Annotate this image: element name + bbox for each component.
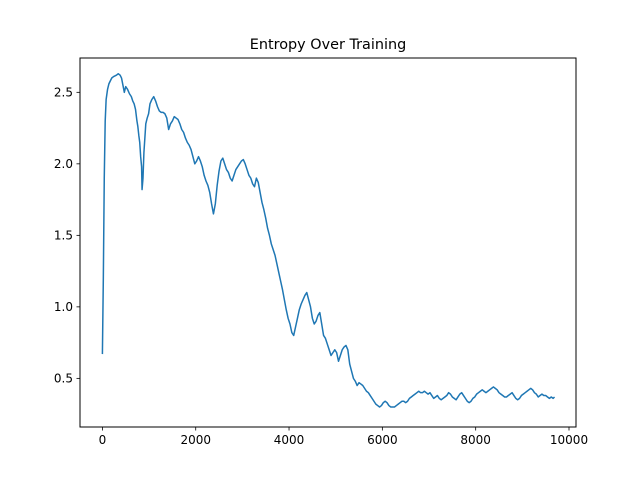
x-tick-label: 6000 <box>367 433 398 447</box>
entropy-series-line <box>101 72 556 408</box>
x-tick-label: 4000 <box>274 433 305 447</box>
chart-title: Entropy Over Training <box>250 37 406 53</box>
y-tick-label: 1.5 <box>54 228 73 242</box>
y-tick-label: 0.5 <box>54 371 73 385</box>
x-tick-label: 8000 <box>460 433 491 447</box>
x-tick-label: 10000 <box>550 433 588 447</box>
y-tick-label: 1.0 <box>54 300 73 314</box>
y-tick-label: 2.5 <box>54 85 73 99</box>
x-tick-label: 2000 <box>180 433 211 447</box>
y-axis: 0.5 1.0 1.5 2.0 2.5 <box>54 85 80 385</box>
y-tick-label: 2.0 <box>54 157 73 171</box>
x-tick-label: 0 <box>99 433 107 447</box>
plot-area <box>79 57 577 428</box>
x-axis: 0 2000 4000 6000 8000 10000 <box>99 427 588 447</box>
